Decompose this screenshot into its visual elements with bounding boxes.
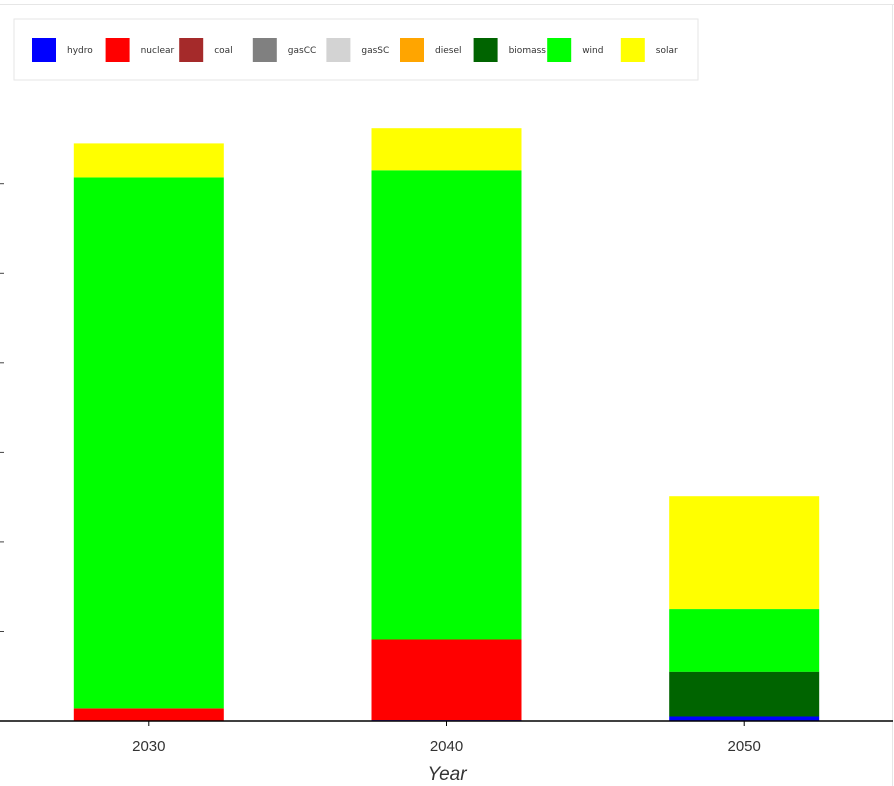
y-axis: [0, 183, 4, 722]
frame-top-border: [0, 4, 894, 5]
bar-wind-2030: [73, 177, 224, 709]
bar-solar-2050: [669, 496, 820, 609]
legend-swatch-solar: [620, 38, 645, 62]
legend-label-diesel: diesel: [435, 46, 461, 56]
x-tick-label-2040: 2040: [430, 738, 463, 755]
bars-group: [73, 128, 820, 721]
legend-swatch-diesel: [400, 38, 424, 62]
legend-label-gasCC: gasCC: [288, 46, 317, 56]
legend-label-nuclear: nuclear: [141, 46, 175, 56]
bar-solar-2030: [73, 143, 224, 178]
bar-wind-2040: [371, 170, 522, 640]
legend-swatch-wind: [547, 38, 572, 62]
bar-solar-2040: [371, 128, 522, 171]
x-tick-label-2030: 2030: [132, 738, 165, 755]
legend: hydro nuclear coal gasCC gasSC diesel biomass w…: [13, 18, 699, 81]
x-axis-title: Year: [427, 764, 467, 785]
legend-swatch-nuclear: [105, 38, 130, 62]
bar-nuclear-2040: [371, 639, 522, 721]
bar-nuclear-2030: [73, 708, 224, 721]
legend-swatch-coal: [179, 38, 204, 62]
legend-swatch-biomass: [473, 38, 498, 62]
legend-swatch-hydro: [32, 38, 56, 62]
legend-label-solar: solar: [656, 46, 678, 56]
legend-label-wind: wind: [582, 46, 603, 56]
legend-label-biomass: biomass: [509, 46, 547, 56]
legend-label-hydro: hydro: [67, 46, 93, 56]
legend-swatch-gasCC: [252, 38, 277, 62]
x-axis: 2030 2040 2050: [0, 720, 893, 755]
frame-right-border: [892, 4, 893, 786]
legend-label-gasSC: gasSC: [361, 46, 389, 56]
bar-wind-2050: [669, 609, 820, 672]
bar-biomass-2050: [669, 671, 820, 717]
legend-swatch-gasSC: [326, 38, 351, 62]
bar-hydro-2050: [669, 716, 820, 721]
x-tick-label-2050: 2050: [728, 738, 761, 755]
legend-label-coal: coal: [214, 46, 232, 56]
